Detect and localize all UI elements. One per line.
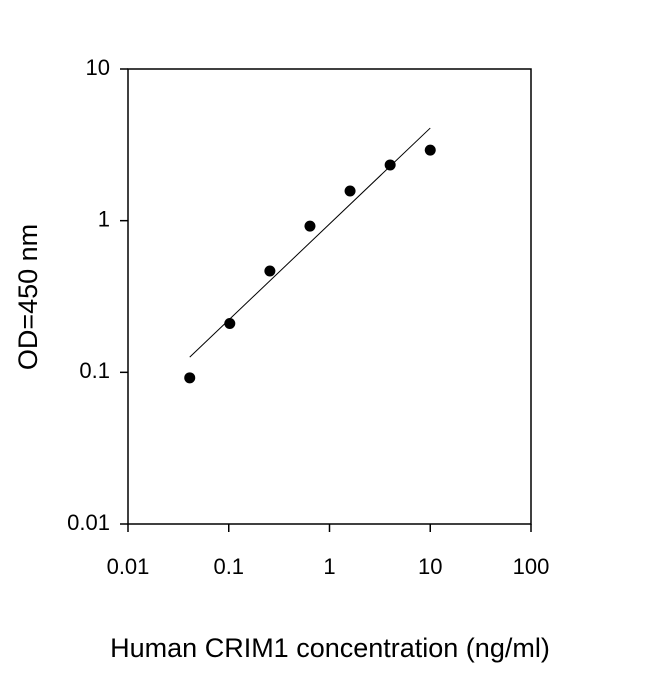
y-tick-label: 10 xyxy=(86,55,110,80)
x-tick-label: 1 xyxy=(323,554,335,579)
y-tick-label: 0.1 xyxy=(79,358,110,383)
x-tick-label: 10 xyxy=(418,554,442,579)
y-tick-label: 0.01 xyxy=(67,510,110,535)
data-point xyxy=(344,185,356,197)
data-point xyxy=(224,317,236,329)
x-tick-label: 0.1 xyxy=(213,554,244,579)
data-point xyxy=(424,144,436,156)
y-tick-label: 1 xyxy=(98,206,110,231)
data-point xyxy=(184,372,196,384)
y-axis-label: OD=450 nm xyxy=(13,224,43,370)
data-point xyxy=(304,220,316,232)
data-point xyxy=(264,265,276,277)
plot-frame xyxy=(127,68,532,525)
data-point xyxy=(384,159,396,171)
x-tick-label: 0.01 xyxy=(107,554,150,579)
x-axis-label: Human CRIM1 concentration (ng/ml) xyxy=(110,633,550,663)
x-tick-label: 100 xyxy=(513,554,550,579)
